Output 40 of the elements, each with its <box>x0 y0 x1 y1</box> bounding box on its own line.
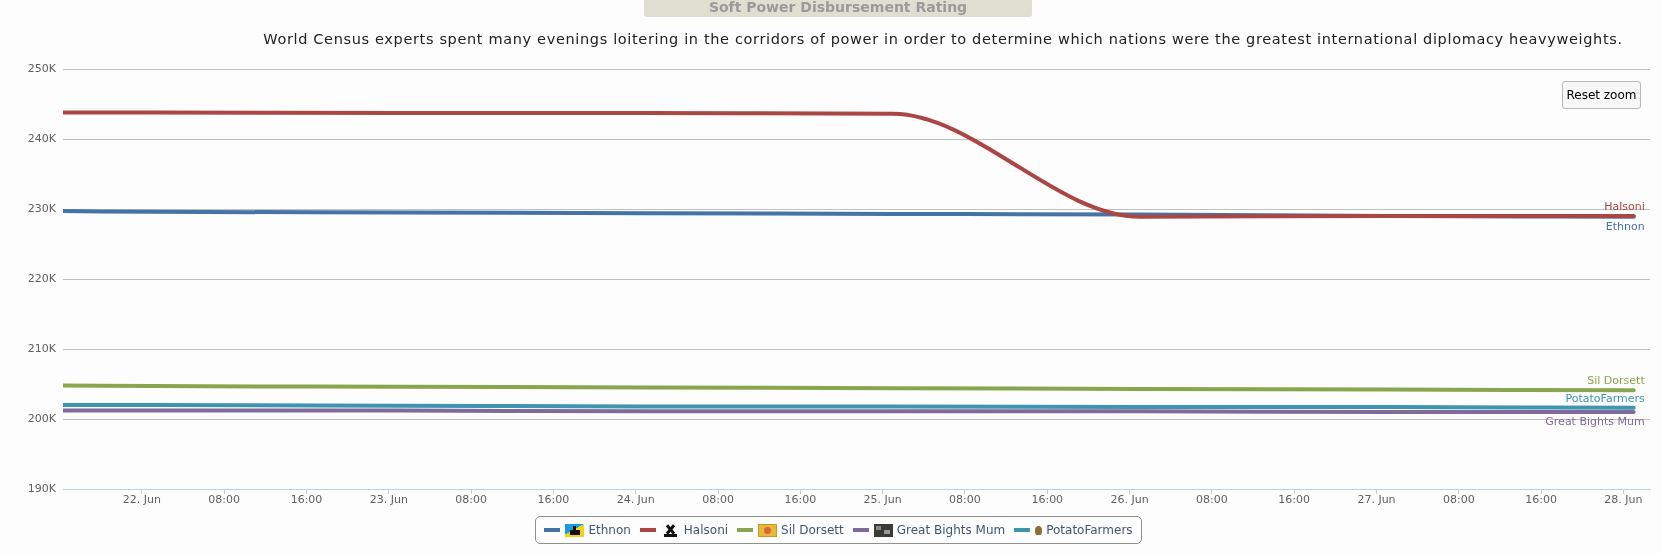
x-tick-label: 08:00 <box>949 493 981 507</box>
text: Ethnon <box>1605 219 1645 233</box>
y-tick-label: 190K <box>27 481 57 495</box>
x-tick-label: 16:00 <box>1278 493 1311 507</box>
x-tick-label: 27. Jun <box>1357 493 1396 507</box>
x-tick-label: 16:00 <box>1525 493 1557 507</box>
x-tick-label: 16:00 <box>784 493 817 507</box>
x-tick-label: 08:00 <box>208 493 241 507</box>
y-tick-label: 220K <box>27 271 57 285</box>
x-tick-label: 16:00 <box>290 493 323 507</box>
x-tick-label: 25. Jun <box>863 493 902 507</box>
x-tick-label: 08:00 <box>1442 493 1475 507</box>
text: Sil Dorsett <box>781 523 844 537</box>
chart-subtitle: World Census experts spent many evenings loitering in the corridors of power in order to determine which nations were the greatest international diplomacy heavyweights. <box>263 31 1623 47</box>
y-tick-label: 210K <box>27 341 57 355</box>
text: Halsoni <box>683 523 729 537</box>
x-tick-label: 08:00 <box>1196 493 1228 507</box>
x-tick-label: 22. Jun <box>122 493 161 507</box>
x-tick-label: 23. Jun <box>369 493 408 507</box>
x-tick-label: 16:00 <box>537 493 570 507</box>
series-label: Great Bights Mum <box>1545 414 1645 428</box>
text: Great Bights Mum <box>896 523 1006 537</box>
y-tick-label: 240K <box>27 131 57 145</box>
y-tick-label: 250K <box>27 61 57 75</box>
annotation: Reset zoom <box>1566 88 1637 102</box>
y-tick-label: 230K <box>27 201 57 215</box>
x-tick-label: 28. Jun <box>1604 493 1643 507</box>
text: PotatoFarmers <box>1046 523 1133 537</box>
series-label: PotatoFarmers <box>1565 391 1645 405</box>
reset-zoom-button: Reset zoom <box>1562 81 1641 109</box>
legend-label: Ethnon <box>588 523 631 537</box>
series-label: Sil Dorsett <box>1587 374 1646 388</box>
x-tick-label: 08:00 <box>702 493 734 507</box>
x-tick-label: 16:00 <box>1031 493 1064 507</box>
chart-title: Soft Power Disbursement Rating <box>708 0 968 15</box>
x-tick-label: 08:00 <box>455 493 487 507</box>
x-tick-label: 26. Jun <box>1110 493 1149 507</box>
series-label: Halsoni <box>1604 199 1645 213</box>
x-tick-label: 24. Jun <box>616 493 655 507</box>
y-tick-label: 200K <box>27 411 57 425</box>
